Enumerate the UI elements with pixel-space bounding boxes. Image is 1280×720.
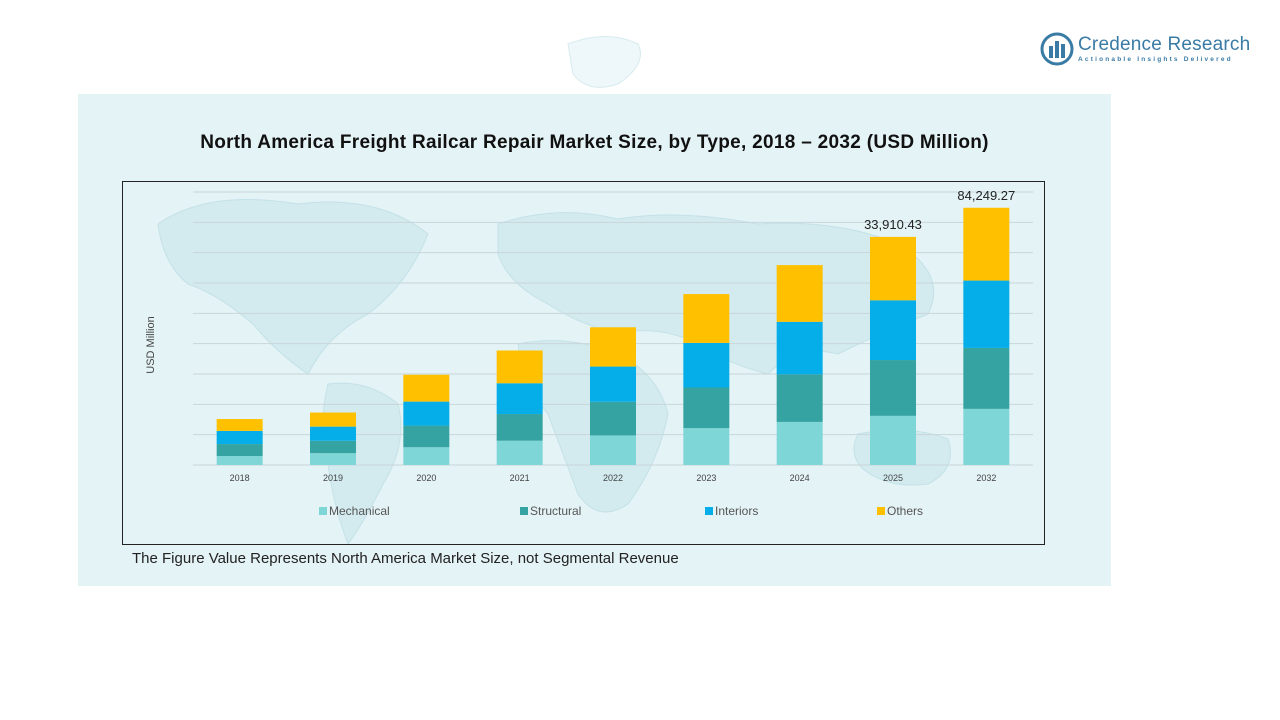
bar-interiors-2018 — [216, 430, 263, 445]
x-tick-label: 2020 — [416, 473, 436, 483]
legend-swatch-mechanical — [319, 507, 327, 515]
x-tick-label: 2025 — [883, 473, 903, 483]
bar-mechanical-2021 — [496, 440, 543, 465]
legend-swatch-others — [877, 507, 885, 515]
x-tick-label: 2024 — [790, 473, 810, 483]
x-tick-label: 2032 — [976, 473, 996, 483]
bar-structural-2018 — [216, 444, 263, 457]
bar-mechanical-2019 — [310, 453, 356, 465]
data-label: 84,249.27 — [957, 188, 1015, 203]
bar-others-2022 — [590, 327, 636, 367]
brand-logo-icon — [1040, 32, 1074, 66]
legend-label-others: Others — [887, 504, 923, 518]
legend-label-structural: Structural — [530, 504, 581, 518]
chart-title: North America Freight Railcar Repair Mar… — [200, 132, 989, 153]
bar-interiors-2024 — [776, 321, 823, 375]
x-tick-label: 2018 — [230, 473, 250, 483]
bar-structural-2032 — [963, 347, 1010, 409]
x-tick-label: 2021 — [510, 473, 530, 483]
x-tick-label: 2023 — [696, 473, 716, 483]
bar-mechanical-2022 — [590, 435, 636, 465]
stacked-bar-chart: 2018 2019 2020 2021 2022 2023 2024 2025 2032 33,… — [145, 188, 1033, 518]
legend: Mechanical Structural Interiors Others — [319, 504, 923, 518]
x-tick-label: 2019 — [323, 473, 343, 483]
bar-others-2032 — [963, 207, 1010, 281]
bar-mechanical-2018 — [216, 456, 263, 465]
brand-name: Credence Research — [1078, 34, 1251, 55]
bar-others-2025 — [870, 236, 916, 301]
y-axis-label: USD Million — [145, 316, 157, 373]
legend-label-interiors: Interiors — [715, 504, 758, 518]
bar-stacks — [216, 207, 1010, 465]
bar-interiors-2032 — [963, 280, 1010, 348]
footnote: The Figure Value Represents North Americ… — [132, 550, 679, 567]
bar-mechanical-2024 — [776, 421, 823, 465]
bar-structural-2025 — [870, 360, 916, 416]
bar-others-2023 — [683, 294, 730, 343]
legend-swatch-interiors — [705, 507, 713, 515]
bar-structural-2019 — [310, 440, 356, 454]
bar-others-2021 — [496, 350, 543, 384]
bar-structural-2021 — [496, 414, 543, 441]
legend-swatch-structural — [520, 507, 528, 515]
chart-frame: 2018 2019 2020 2021 2022 2023 2024 2025 2032 33,… — [122, 181, 1045, 545]
brand-tagline: Actionable Insights Delivered — [1078, 56, 1233, 63]
bar-interiors-2022 — [590, 366, 636, 402]
bar-others-2024 — [776, 265, 823, 322]
bar-structural-2020 — [403, 425, 450, 448]
data-labels: 33,910.43 84,249.27 — [864, 188, 1015, 232]
bar-mechanical-2023 — [683, 428, 730, 465]
bar-mechanical-2032 — [963, 408, 1010, 465]
bar-others-2019 — [310, 412, 356, 427]
bar-others-2018 — [216, 419, 263, 431]
bar-interiors-2020 — [403, 401, 450, 426]
bar-mechanical-2020 — [403, 447, 450, 465]
bar-structural-2024 — [776, 374, 823, 422]
greenland-watermark — [567, 36, 641, 88]
bar-structural-2022 — [590, 401, 636, 436]
bar-interiors-2023 — [683, 342, 730, 388]
bar-others-2020 — [403, 374, 450, 402]
bar-mechanical-2025 — [870, 415, 916, 465]
chart-panel: North America Freight Railcar Repair Mar… — [78, 36, 1111, 586]
bar-interiors-2019 — [310, 426, 356, 441]
data-label: 33,910.43 — [864, 217, 922, 232]
legend-label-mechanical: Mechanical — [329, 504, 390, 518]
credence-research-logo: Credence Research Actionable Insights De… — [1040, 30, 1260, 70]
x-tick-label: 2022 — [603, 473, 623, 483]
x-axis-ticks: 2018 2019 2020 2021 2022 2023 2024 2025 2032 — [230, 473, 997, 483]
bar-structural-2023 — [683, 387, 730, 429]
bar-interiors-2021 — [496, 383, 543, 415]
bar-interiors-2025 — [870, 300, 916, 361]
